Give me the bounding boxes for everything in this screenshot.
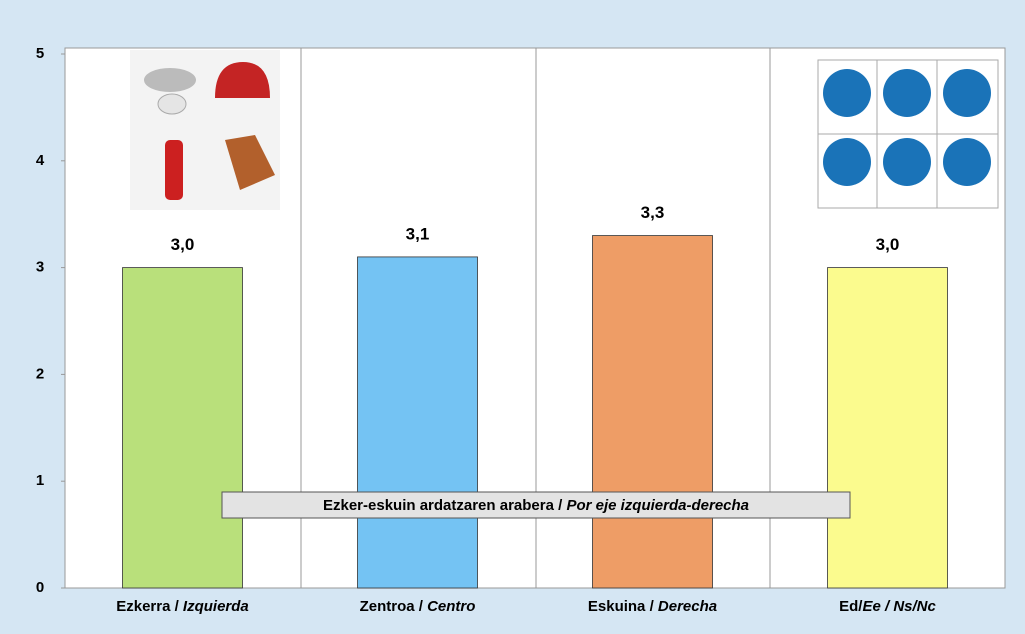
value-label: 3,3 — [641, 203, 665, 222]
x-tick-label: Zentroa / Centro — [360, 598, 476, 615]
annotation: Ezker-eskuin ardatzaren arabera / Por ej… — [323, 497, 749, 514]
y-tick-label: 4 — [36, 152, 45, 169]
safety-signs-picture — [818, 60, 998, 208]
y-tick-label: 5 — [36, 45, 44, 62]
y-tick-label: 3 — [36, 259, 44, 276]
value-label: 3,1 — [406, 224, 430, 243]
y-tick-label: 1 — [36, 472, 44, 489]
safety-equipment-picture — [130, 50, 280, 210]
bar — [358, 257, 478, 588]
chart: 0 1 2 3 4 5 Ezkerra / Izquierda 3,0 Zentroa / Ce… — [0, 0, 1025, 634]
bar — [123, 268, 243, 588]
bar — [828, 268, 948, 588]
x-tick-label: Ezkerra / Izquierda — [116, 598, 249, 615]
value-label: 3,0 — [171, 235, 195, 254]
x-tick-label: Eskuina / Derecha — [588, 598, 717, 615]
value-label: 3,0 — [876, 235, 900, 254]
y-tick-label: 2 — [36, 365, 44, 382]
bar — [593, 236, 713, 588]
x-tick-label: Ed/Ee / Ns/Nc — [839, 598, 936, 615]
y-tick-label: 0 — [36, 579, 44, 596]
